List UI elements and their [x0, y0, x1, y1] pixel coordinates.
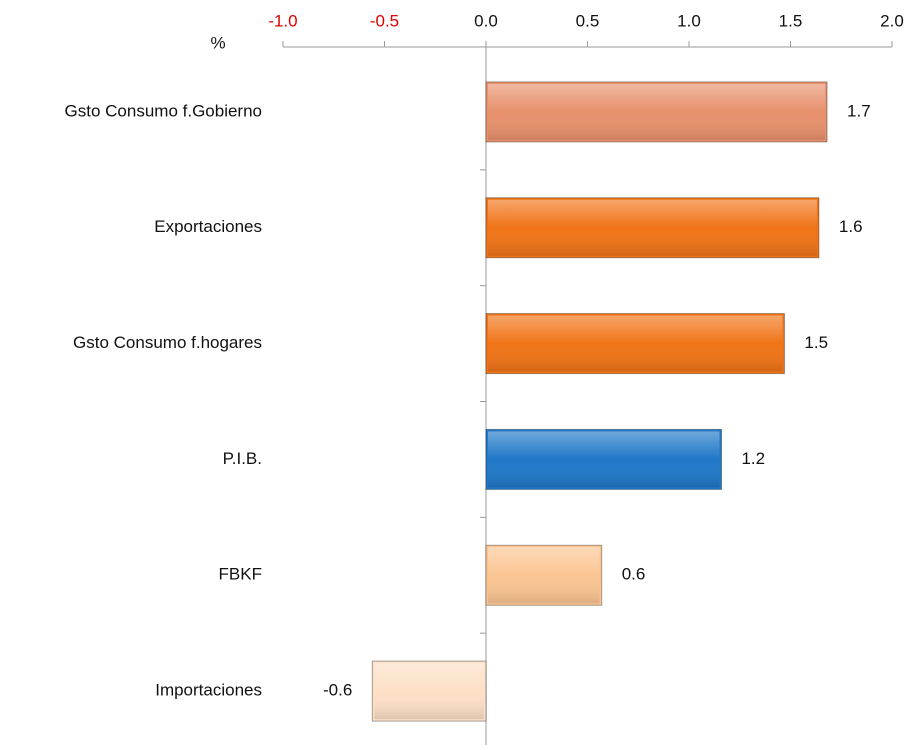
x-tick-label: -1.0 — [268, 11, 297, 30]
value-label: 1.7 — [847, 101, 871, 120]
bar-shade — [488, 547, 600, 603]
category-label: Gsto Consumo f.Gobierno — [65, 101, 262, 120]
x-tick-label: -0.5 — [370, 11, 399, 30]
bar-shade — [488, 84, 825, 140]
category-label: P.I.B. — [223, 449, 262, 468]
value-label: 1.5 — [804, 333, 828, 352]
bar-shade — [488, 316, 782, 372]
value-label: 1.2 — [741, 449, 765, 468]
category-label: Exportaciones — [154, 217, 262, 236]
chart: % -1.0 -0.5 0.0 0.5 1.0 1.5 2.0 Gsto Consumo f.… — [0, 0, 908, 750]
value-label: 0.6 — [622, 565, 646, 584]
category-label: FBKF — [219, 565, 262, 584]
x-tick-label: 2.0 — [880, 11, 904, 30]
bar-shade — [488, 200, 817, 256]
bar-shade — [374, 663, 484, 719]
x-tick-label: 1.5 — [779, 11, 803, 30]
value-label: 1.6 — [839, 217, 863, 236]
unit-label: % — [210, 33, 225, 52]
x-tick-label: 1.0 — [677, 11, 701, 30]
value-label: -0.6 — [323, 681, 352, 700]
category-label: Gsto Consumo f.hogares — [73, 333, 262, 352]
x-tick-label: 0.0 — [474, 11, 498, 30]
bar-shade — [488, 431, 719, 487]
category-label: Importaciones — [155, 681, 262, 700]
x-tick-label: 0.5 — [576, 11, 600, 30]
